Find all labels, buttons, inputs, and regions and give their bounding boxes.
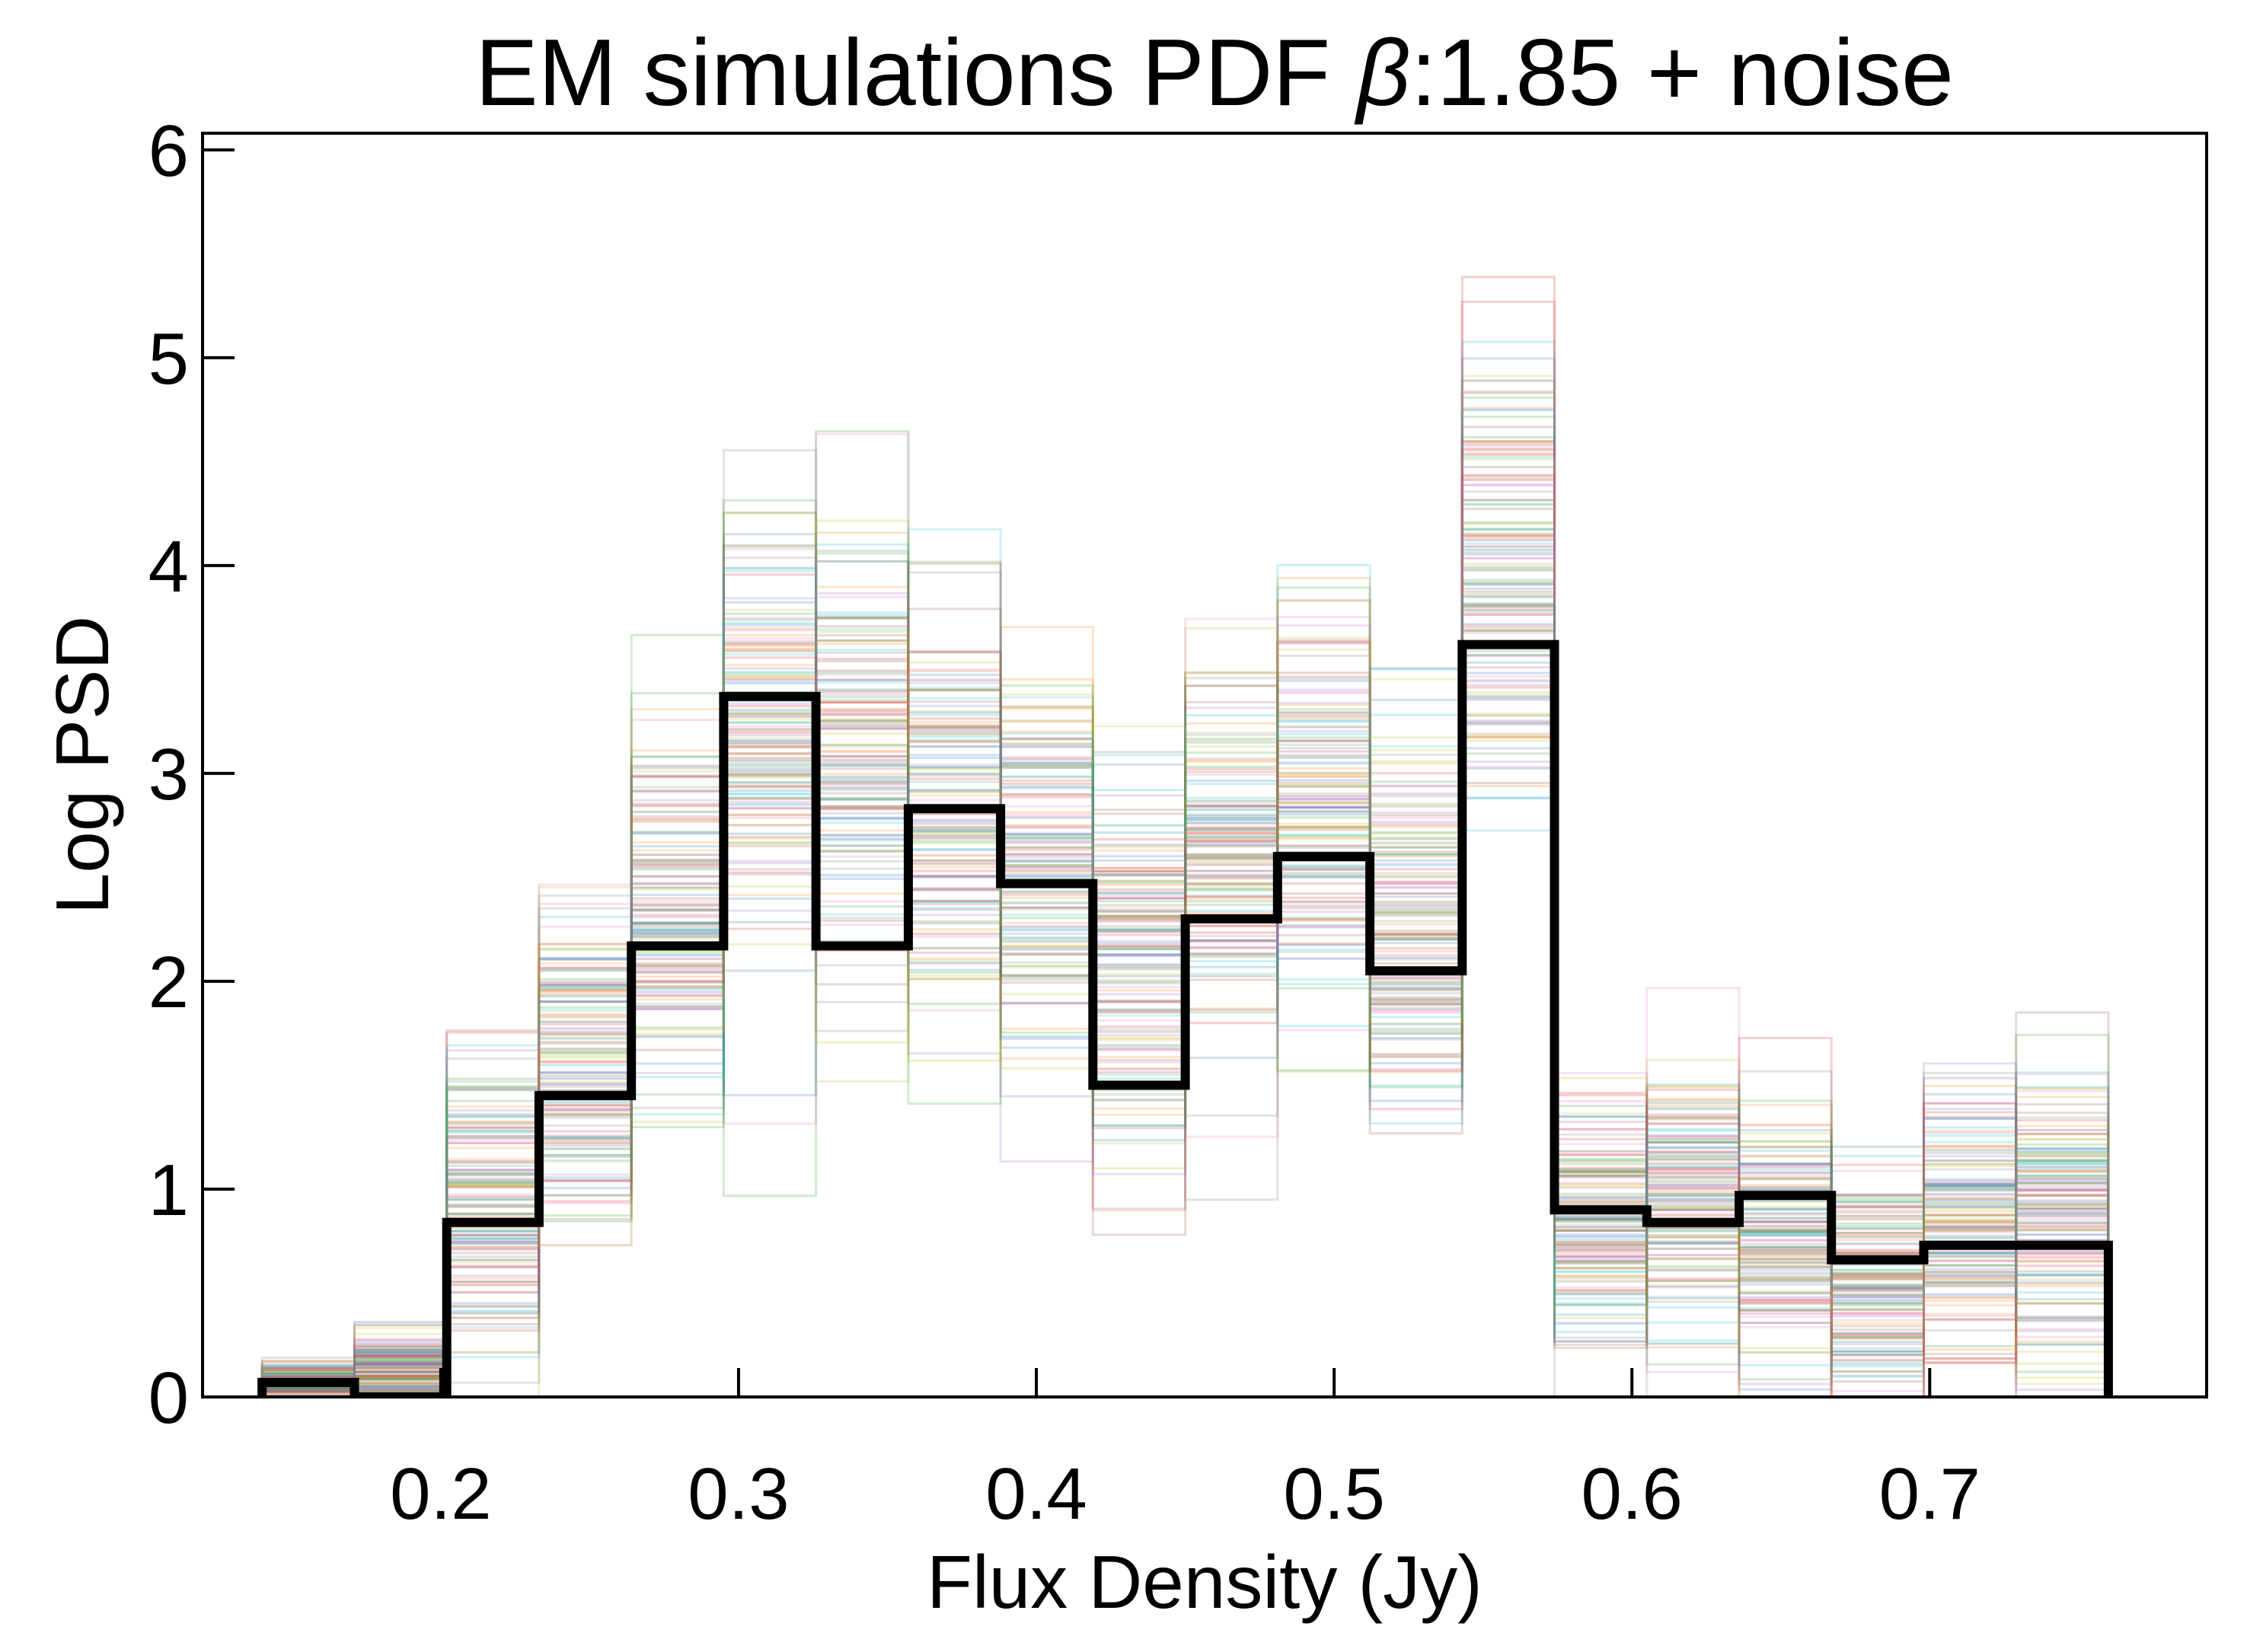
simulation-histogram [260, 680, 2110, 1397]
simulation-histogram [260, 714, 2110, 1397]
simulation-histogram [260, 536, 2110, 1397]
simulation-histogram [260, 648, 2110, 1397]
simulation-histogram [262, 623, 2110, 1397]
x-tick-label: 0.3 [688, 1453, 789, 1535]
simulation-histogram [260, 623, 2110, 1397]
simulation-histogram [260, 583, 2110, 1397]
simulation-histogram [260, 606, 2110, 1397]
y-tick-label: 4 [148, 526, 189, 608]
simulation-histogram [260, 560, 2110, 1397]
simulation-histogram [260, 626, 2110, 1397]
y-tick-label: 2 [148, 942, 189, 1023]
simulation-histogram [260, 614, 2110, 1397]
chart-title: EM simulations PDF β:1.85 + noise [475, 21, 1954, 126]
x-tick-label: 0.5 [1283, 1453, 1384, 1535]
simulation-histogram [260, 641, 2110, 1397]
y-tick-label: 6 [148, 110, 189, 192]
simulation-histogram [260, 603, 2110, 1397]
x-tick-label: 0.4 [985, 1453, 1087, 1535]
simulation-histogram [260, 566, 2110, 1397]
simulation-histogram [262, 569, 2110, 1397]
simulation-histogram [262, 415, 2110, 1397]
y-tick-label: 1 [148, 1150, 189, 1231]
simulation-histogram [260, 483, 2110, 1397]
y-tick-label: 0 [148, 1357, 189, 1439]
observed-histogram-line [257, 639, 2113, 1397]
simulation-histogram [260, 630, 2110, 1397]
simulation-histogram [260, 566, 2110, 1397]
simulation-histogram [260, 624, 2110, 1397]
simulation-histogram [260, 745, 2110, 1397]
x-tick-label: 0.6 [1581, 1453, 1682, 1535]
y-axis-label: Log PSD [40, 616, 124, 914]
y-tick-label: 5 [148, 318, 189, 400]
simulation-histogram [262, 547, 2110, 1397]
observed-histogram [257, 639, 2113, 1397]
x-axis-ticks: 0.2 0.3 0.4 0.5 0.6 0.7 [390, 1368, 1980, 1535]
simulation-histogram [260, 548, 2110, 1397]
simulation-histogram [260, 549, 2110, 1397]
simulation-histogram [260, 407, 2110, 1397]
x-tick-label: 0.2 [390, 1453, 491, 1535]
plot-frame [201, 132, 2208, 1398]
x-tick-label: 0.7 [1879, 1453, 1980, 1535]
y-tick-label: 3 [148, 734, 189, 815]
y-axis-ticks: 0 1 2 3 4 5 6 [148, 110, 235, 1439]
simulation-histogram [260, 609, 2110, 1397]
x-axis-label: Flux Density (Jy) [927, 1540, 1483, 1624]
